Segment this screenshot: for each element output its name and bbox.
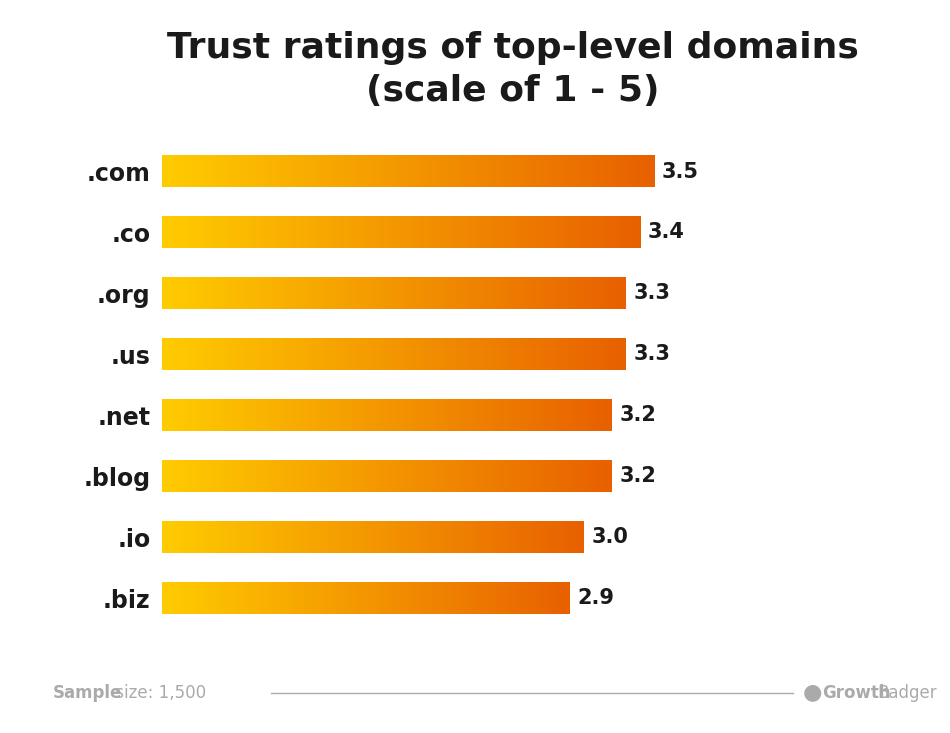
Title: Trust ratings of top-level domains
(scale of 1 - 5): Trust ratings of top-level domains (scal… bbox=[167, 31, 859, 108]
Text: 3.3: 3.3 bbox=[634, 345, 671, 364]
Text: Growth: Growth bbox=[822, 684, 890, 701]
Text: 3.2: 3.2 bbox=[619, 405, 656, 425]
Text: ●: ● bbox=[803, 682, 822, 703]
Text: Sample: Sample bbox=[52, 684, 122, 701]
Text: 3.0: 3.0 bbox=[592, 527, 629, 547]
Text: 3.2: 3.2 bbox=[619, 466, 656, 486]
Text: 3.4: 3.4 bbox=[648, 223, 685, 243]
Text: Badger: Badger bbox=[878, 684, 938, 701]
Text: 2.9: 2.9 bbox=[578, 588, 615, 608]
Text: size: 1,500: size: 1,500 bbox=[110, 684, 206, 701]
Text: 3.3: 3.3 bbox=[634, 284, 671, 303]
Text: 3.5: 3.5 bbox=[662, 161, 699, 182]
